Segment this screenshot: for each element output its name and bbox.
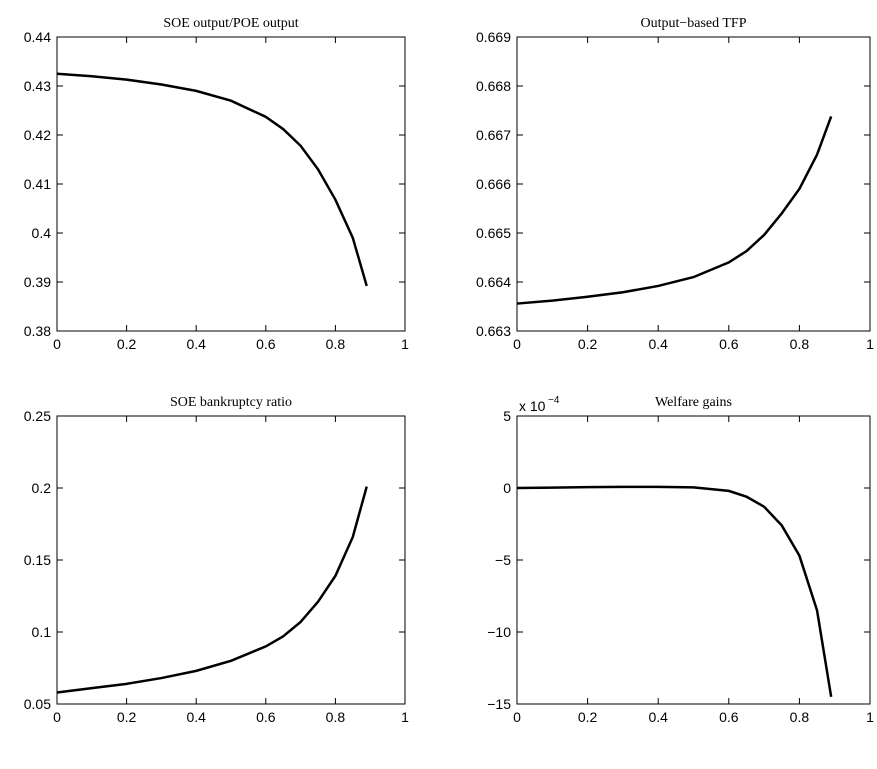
subplot: Output−based TFP 0 0.2 0.4 0.6 0.8 1 0.663 0.664…: [476, 16, 874, 352]
x-tick-label: 0.2: [117, 336, 137, 352]
line: [516, 115, 833, 305]
y-tick-label: 0.1: [32, 624, 52, 640]
y-tick-label: 0: [503, 480, 511, 496]
x-tick-label: 0.6: [719, 336, 739, 352]
x-tick-label: 0.8: [790, 709, 810, 725]
x-tick-label: 0.6: [256, 709, 276, 725]
x-tick-label: 0.8: [790, 336, 810, 352]
y-tick-label: 0.669: [476, 29, 511, 45]
y-tick-label: 0.43: [24, 78, 51, 94]
x-tick-label: 0.8: [326, 709, 346, 725]
y-tick-label: 0.664: [476, 274, 511, 290]
x-tick-label: 0.4: [648, 336, 668, 352]
axes-box: [516, 415, 871, 705]
x-tick-label: 0: [53, 336, 61, 352]
y-tick-label: 0.666: [476, 176, 511, 192]
y-tick-label: 5: [503, 408, 511, 424]
x-tick-label: 0: [513, 336, 521, 352]
y-tick-label: 0.38: [24, 323, 51, 339]
x-tick-label: 0.4: [186, 336, 206, 352]
axes-box: [56, 415, 406, 705]
y-tick-label: 0.668: [476, 78, 511, 94]
x-tick-label: 0.8: [326, 336, 346, 352]
line: [56, 486, 368, 694]
y-tick-label: −5: [495, 552, 511, 568]
y-tick-label: 0.39: [24, 274, 51, 290]
line: [516, 485, 833, 698]
y-tick-label: 0.667: [476, 127, 511, 143]
x-tick-label: 1: [866, 709, 874, 725]
x-tick-label: 1: [401, 709, 409, 725]
chart-title: Welfare gains: [655, 395, 732, 410]
subplot: SOE bankruptcy ratio 0 0.2 0.4 0.6 0.8 1 0.05 0.…: [24, 395, 409, 725]
axes-box: [56, 36, 406, 332]
chart-title: SOE output/POE output: [163, 16, 298, 31]
chart-title: SOE bankruptcy ratio: [170, 395, 292, 410]
axes-box: [516, 36, 871, 332]
x-tick-label: 0.6: [256, 336, 276, 352]
y-multiplier-exponent: −4: [548, 395, 560, 406]
y-tick-label: 0.2: [32, 480, 52, 496]
y-tick-label: 0.4: [32, 225, 52, 241]
line: [56, 72, 368, 287]
y-tick-label: 0.25: [24, 408, 51, 424]
x-tick-label: 0.2: [578, 336, 598, 352]
x-tick-label: 0: [513, 709, 521, 725]
x-tick-label: 0.4: [186, 709, 206, 725]
subplot: SOE output/POE output 0 0.2 0.4 0.6 0.8 1 0.38 0…: [24, 16, 409, 352]
x-tick-label: 0: [53, 709, 61, 725]
chart-title: Output−based TFP: [640, 16, 746, 31]
y-tick-label: 0.42: [24, 127, 51, 143]
x-tick-label: 0.2: [578, 709, 598, 725]
subplot: Welfare gains 0 0.2 0.4 0.6 0.8 1 −15 −10 −5 0 5 x 1…: [487, 395, 874, 725]
x-tick-label: 1: [866, 336, 874, 352]
y-tick-label: 0.05: [24, 696, 51, 712]
x-tick-label: 0.2: [117, 709, 137, 725]
y-tick-label: 0.44: [24, 29, 51, 45]
y-tick-label: 0.41: [24, 176, 51, 192]
y-tick-label: 0.15: [24, 552, 51, 568]
y-tick-label: −10: [487, 624, 511, 640]
x-tick-label: 0.6: [719, 709, 739, 725]
y-tick-label: −15: [487, 696, 511, 712]
y-tick-label: 0.665: [476, 225, 511, 241]
y-multiplier: x 10: [519, 398, 546, 414]
x-tick-label: 1: [401, 336, 409, 352]
y-tick-label: 0.663: [476, 323, 511, 339]
x-tick-label: 0.4: [648, 709, 668, 725]
